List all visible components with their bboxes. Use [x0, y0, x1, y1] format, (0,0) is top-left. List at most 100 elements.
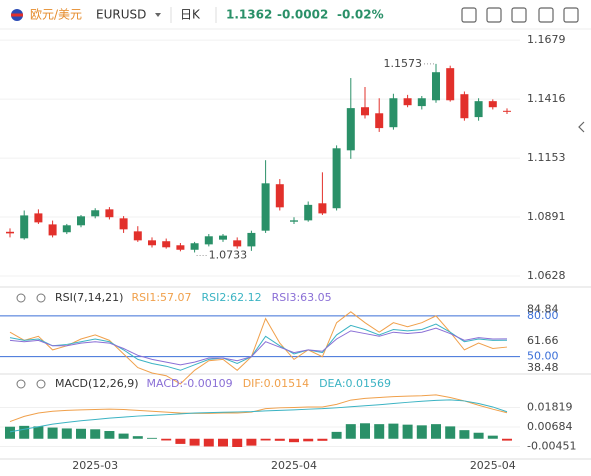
toolbar-button[interactable]: [486, 7, 502, 23]
legend-entry: RSI1:57.07: [131, 291, 191, 304]
candle-body: [318, 203, 327, 214]
candle-body: [389, 98, 398, 128]
histogram-bar: [331, 431, 342, 439]
histogram-bar: [246, 438, 257, 446]
indicator-line: [9, 327, 508, 366]
value-marker: 38.48: [527, 361, 559, 374]
histogram-bar: [289, 438, 299, 443]
y-tick-label: 0.00684: [527, 420, 573, 433]
candle-body: [346, 108, 355, 151]
candle-body: [304, 204, 313, 221]
histogram-bar: [203, 438, 214, 447]
pair-name[interactable]: 欧元/美元: [30, 8, 82, 22]
y-tick-label: 1.1679: [527, 33, 566, 46]
toolbar-button[interactable]: [511, 7, 527, 23]
x-tick-label: 2025-03: [72, 459, 118, 472]
price-change-pct: -0.02%: [337, 8, 384, 22]
candle-body: [34, 213, 43, 223]
legend-entry: MACD:-0.00109: [147, 377, 233, 390]
histogram-bar: [374, 424, 385, 439]
candle-body: [176, 245, 185, 250]
histogram-bar: [402, 424, 413, 439]
histogram-bar: [218, 438, 228, 447]
y-tick-label: -0.00451: [527, 440, 576, 453]
candle-body: [148, 240, 156, 246]
histogram-bar: [445, 426, 456, 439]
candle-body: [219, 235, 227, 240]
candle-body: [375, 113, 384, 129]
high-annotation: 1.1573: [384, 57, 423, 70]
eye-icon[interactable]: [16, 293, 26, 303]
histogram-bar: [76, 428, 86, 439]
candle-body: [204, 236, 213, 245]
histogram-bar: [132, 436, 143, 439]
histogram-bar: [47, 427, 58, 439]
dropdown-icon[interactable]: [155, 13, 161, 17]
candle-body: [332, 148, 341, 209]
histogram-bar: [360, 423, 370, 439]
histogram-bar: [502, 438, 512, 441]
candle-body: [361, 107, 369, 116]
indicator-line: [9, 399, 508, 433]
candle-body: [119, 218, 128, 230]
histogram-bar: [473, 432, 484, 439]
histogram-bar: [33, 426, 44, 439]
candle-body: [105, 209, 114, 218]
histogram-bar: [147, 437, 157, 439]
candle-body: [162, 241, 171, 248]
indicator-title: RSI(7,14,21): [55, 291, 123, 304]
candle-body: [460, 94, 469, 119]
symbol[interactable]: EURUSD: [96, 8, 146, 22]
legend-entry: RSI3:63.05: [272, 291, 332, 304]
histogram-bar: [317, 438, 328, 441]
histogram-bar: [61, 428, 72, 439]
candle-body: [488, 101, 497, 108]
y-tick-label: 1.0628: [527, 269, 566, 282]
last-price: 1.1362: [226, 8, 272, 22]
histogram-bar: [90, 429, 101, 439]
y-tick-label: 1.0891: [527, 210, 566, 223]
toolbar-button[interactable]: [538, 7, 554, 23]
period[interactable]: 日K: [180, 8, 201, 22]
candle-body: [474, 101, 483, 118]
candle-body: [20, 215, 29, 239]
histogram-bar: [175, 438, 186, 444]
histogram-bar: [345, 424, 356, 439]
candle-body: [233, 240, 242, 247]
gear-icon[interactable]: [36, 293, 46, 303]
y-tick-label: 80.00: [527, 309, 559, 322]
histogram-bar: [260, 438, 271, 441]
toolbar-button[interactable]: [563, 7, 579, 23]
histogram-bar: [274, 438, 285, 441]
candle-body: [77, 216, 85, 226]
eye-icon[interactable]: [16, 379, 26, 389]
histogram-bar: [189, 438, 200, 446]
candle-body: [261, 183, 270, 231]
y-tick-label: 0.01819: [527, 400, 573, 413]
collapse-arrow[interactable]: [578, 121, 585, 133]
candle-body: [190, 243, 199, 250]
candle-body: [247, 232, 256, 247]
indicator-title: MACD(12,26,9): [55, 377, 139, 390]
indicator-line: [9, 394, 508, 423]
histogram-bar: [118, 433, 129, 439]
histogram-bar: [19, 425, 30, 439]
gear-icon[interactable]: [36, 379, 46, 389]
histogram-bar: [161, 438, 172, 441]
candle-body: [6, 231, 14, 234]
histogram-bar: [232, 438, 243, 447]
y-tick-label: 1.1153: [527, 151, 566, 164]
legend-entry: DIF:0.01514: [243, 377, 309, 390]
histogram-bar: [487, 435, 498, 439]
value-marker: 61.66: [527, 334, 559, 347]
candle-body: [417, 98, 426, 107]
low-annotation: 1.0733: [209, 248, 248, 261]
legend-entry: RSI2:62.12: [202, 291, 262, 304]
price-change: -0.0002: [277, 8, 328, 22]
histogram-bar: [431, 424, 441, 439]
histogram-bar: [416, 425, 427, 439]
candle-body: [91, 210, 100, 217]
toolbar-button[interactable]: [461, 7, 477, 23]
x-tick-label: 2025-04: [271, 459, 317, 472]
